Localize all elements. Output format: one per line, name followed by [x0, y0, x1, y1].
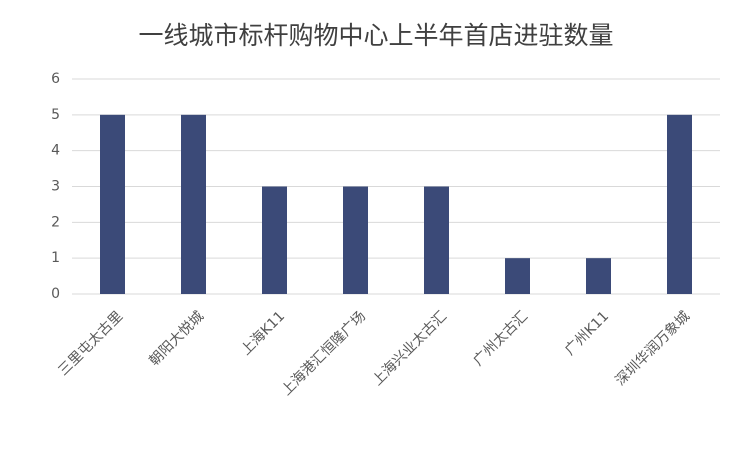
x-tick-label: 广州太古汇 — [470, 308, 531, 369]
chart-title: 一线城市标杆购物中心上半年首店进驻数量 — [138, 21, 613, 50]
y-tick-label: 0 — [51, 286, 60, 302]
bar — [667, 114, 692, 294]
bar — [505, 258, 530, 294]
bar — [586, 258, 611, 294]
bar — [343, 186, 368, 294]
x-tick-label: 上海兴业太古汇 — [370, 308, 451, 389]
bar — [424, 186, 449, 294]
x-tick-label: 广州K11 — [562, 308, 612, 358]
x-tick-label: 上海K11 — [238, 308, 288, 358]
x-tick-label: 上海港汇恒隆广场 — [279, 308, 370, 399]
x-tick-label: 深圳华润万象城 — [613, 308, 694, 389]
bar — [262, 186, 287, 294]
y-tick-label: 5 — [51, 107, 60, 123]
y-tick-label: 1 — [51, 250, 60, 266]
x-tick-label: 三里屯太古里 — [55, 308, 126, 379]
y-tick-label: 6 — [51, 71, 60, 87]
bar — [100, 114, 125, 294]
x-tick-label: 朝阳大悦城 — [146, 308, 207, 369]
bar — [181, 114, 206, 294]
y-tick-label: 2 — [51, 214, 60, 230]
y-tick-label: 3 — [51, 179, 60, 195]
y-tick-label: 4 — [51, 143, 60, 159]
